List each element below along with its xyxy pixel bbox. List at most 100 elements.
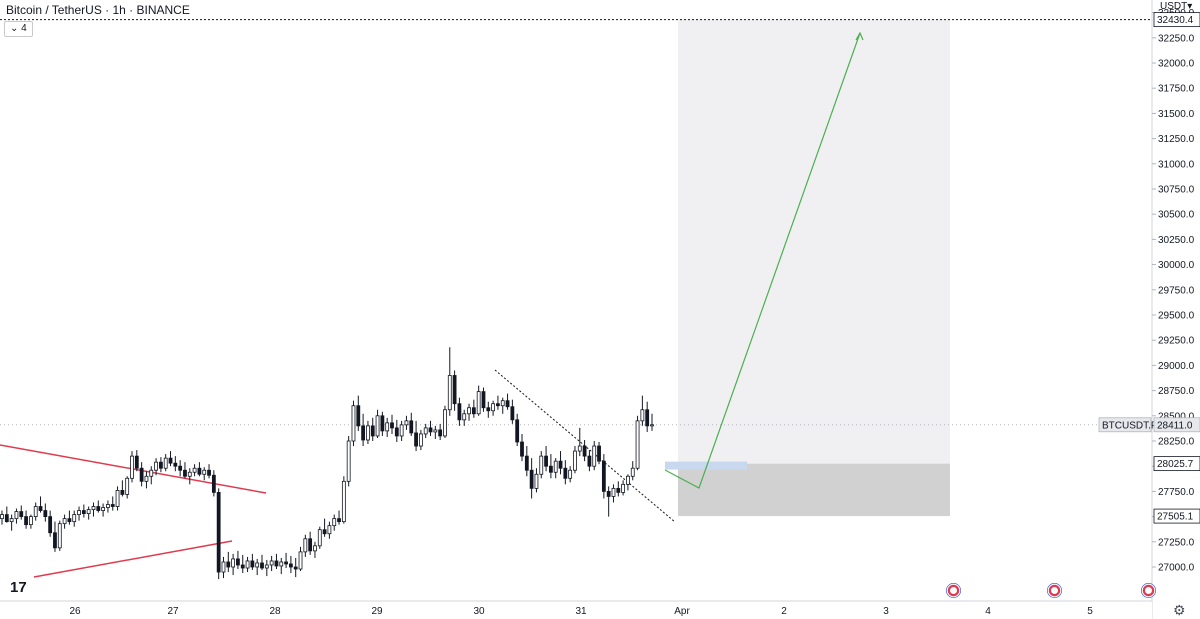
lower-trendline[interactable] (33, 540, 233, 578)
candle (438, 423, 443, 440)
candle (476, 385, 481, 416)
candle (231, 553, 236, 576)
candle (4, 506, 9, 523)
candle-body (163, 457, 168, 469)
candle (592, 441, 597, 471)
candle-body (101, 507, 106, 511)
candle (130, 451, 134, 483)
x-tick-label: 2 (781, 606, 787, 617)
candle (650, 413, 654, 431)
candle-body (255, 562, 260, 568)
y-tick-label: 30000.0 (1158, 260, 1195, 271)
profit-zone[interactable] (678, 19, 950, 464)
candle (601, 454, 606, 499)
price-tag-last[interactable]: 28411.0 (1153, 417, 1200, 433)
stop-zone[interactable] (678, 463, 950, 517)
candle-body (443, 409, 447, 437)
candle-body (616, 487, 621, 493)
candle-body (43, 510, 48, 518)
currency-select[interactable]: USDT▾ (1160, 1, 1192, 12)
price-tags: 32430.4 BTCUSDT.P 28411.0 28025.7 27505.1 (1098, 12, 1200, 524)
candle (457, 397, 462, 426)
entry-band[interactable] (665, 461, 747, 470)
candle-body (192, 467, 197, 473)
candle-body (626, 475, 630, 485)
candle (447, 347, 452, 416)
y-tick-label: 29250.0 (1158, 336, 1195, 347)
candle-body (433, 429, 438, 433)
candle-body (149, 469, 154, 477)
price-tag-bg (1153, 508, 1200, 524)
price-tag-entry[interactable]: 28025.7 (1153, 456, 1200, 472)
candle (163, 454, 168, 472)
candle-body (491, 403, 496, 412)
price-tag-target[interactable]: 32430.4 (1153, 12, 1200, 28)
candle-body (361, 425, 366, 441)
candle-body (168, 457, 173, 464)
candle-body (621, 483, 626, 493)
candle-body (635, 420, 640, 469)
candle (154, 458, 158, 476)
chevron-down-icon: ▾ (1187, 1, 1193, 12)
candle-body (269, 560, 274, 566)
candle-body (308, 538, 313, 552)
us-flag-event-icon[interactable] (1141, 583, 1156, 598)
candle (202, 467, 207, 481)
candle-body (134, 455, 139, 469)
candle (173, 456, 178, 472)
us-flag-event-icon[interactable] (1047, 583, 1062, 598)
candle (86, 506, 91, 520)
candle (260, 554, 264, 571)
candle (313, 541, 317, 558)
candle-body (332, 518, 337, 527)
candle-body (274, 560, 279, 567)
candle (192, 464, 197, 477)
candle (293, 557, 298, 578)
candle (0, 510, 4, 525)
candle-body (582, 445, 587, 457)
price-tag-bg (1098, 417, 1152, 433)
projection-path[interactable] (664, 32, 861, 489)
candle-body (317, 529, 322, 547)
candle-body (158, 461, 163, 469)
tradingview-logo-icon: 17 (10, 579, 27, 596)
candle (317, 526, 322, 549)
y-tick-label: 29500.0 (1158, 311, 1195, 322)
y-tick-label: 27000.0 (1158, 563, 1195, 574)
y-tick-label: 28750.0 (1158, 386, 1195, 397)
y-tick-label: 29750.0 (1158, 285, 1195, 296)
us-flag-event-icon[interactable] (946, 583, 961, 598)
y-tick-label: 32250.0 (1158, 33, 1195, 44)
candle (72, 510, 77, 527)
candle-body (178, 465, 183, 471)
candle-body (86, 509, 91, 514)
candle (57, 520, 62, 551)
candle (443, 405, 447, 438)
candle (226, 551, 231, 573)
price-tag-stop[interactable]: 27505.1 (1153, 508, 1200, 524)
candle (322, 518, 327, 537)
price-tag-symbol[interactable]: BTCUSDT.P (1098, 417, 1158, 433)
candle (500, 397, 505, 414)
gear-icon[interactable]: ⚙ (1173, 602, 1186, 618)
candle (390, 414, 394, 434)
time-axis[interactable] (0, 601, 1152, 619)
candle-body (125, 477, 130, 495)
x-tick-label: 4 (985, 606, 991, 617)
candle (635, 415, 640, 471)
candle-body (606, 490, 611, 497)
candle-body (467, 407, 471, 415)
candle (645, 401, 650, 432)
candle-body (462, 413, 467, 421)
candle (418, 429, 423, 451)
candle (24, 510, 28, 529)
candle (125, 476, 130, 499)
candle (77, 506, 81, 521)
symbol-title[interactable]: Bitcoin / TetherUS · 1h · BINANCE (6, 3, 190, 17)
candle (423, 423, 428, 438)
candle-body (72, 514, 77, 523)
price-tag-label: 32430.4 (1157, 15, 1194, 26)
indicator-toggle[interactable]: ⌄ 4 (4, 21, 33, 37)
candle-body (240, 564, 245, 569)
